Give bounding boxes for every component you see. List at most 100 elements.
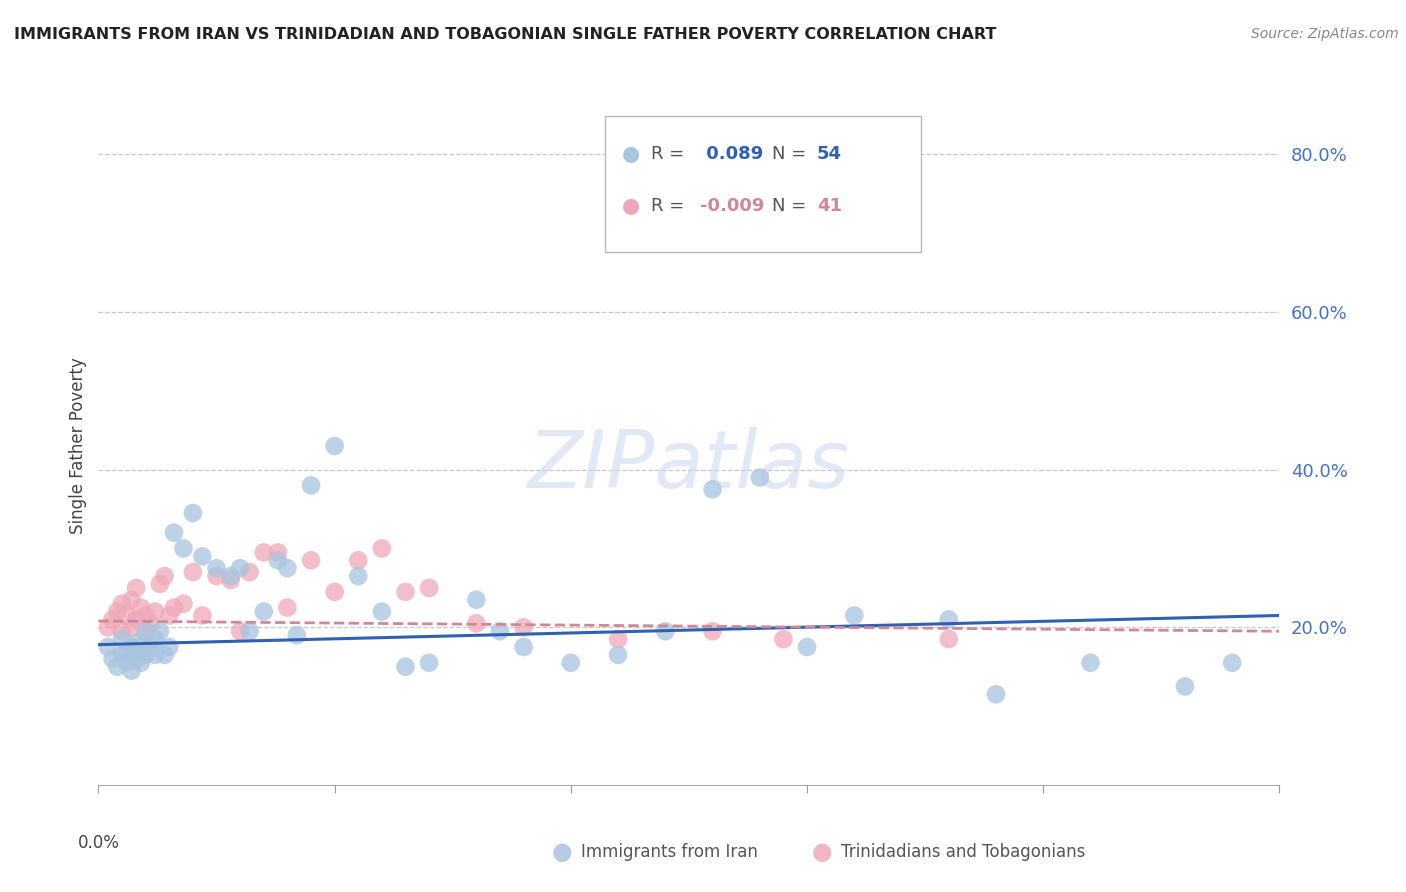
- Point: [191, 608, 214, 623]
- Text: 0.0%: 0.0%: [77, 834, 120, 852]
- Point: [299, 478, 322, 492]
- Text: ●: ●: [623, 196, 640, 216]
- Text: R =: R =: [651, 197, 690, 215]
- Point: [172, 541, 194, 556]
- Point: [105, 659, 128, 673]
- Point: [143, 648, 166, 662]
- Point: [371, 541, 394, 556]
- Point: [111, 648, 134, 662]
- Point: [149, 624, 172, 639]
- Text: R =: R =: [651, 145, 690, 162]
- Point: [984, 687, 1007, 701]
- Point: [267, 545, 290, 559]
- Point: [111, 624, 134, 639]
- Point: [285, 628, 308, 642]
- Point: [135, 624, 157, 639]
- Point: [253, 605, 276, 619]
- Point: [121, 664, 143, 678]
- Text: ZIPatlas: ZIPatlas: [527, 427, 851, 506]
- Point: [772, 632, 794, 647]
- Text: Trinidadians and Tobagonians: Trinidadians and Tobagonians: [841, 843, 1085, 861]
- Point: [149, 577, 172, 591]
- Point: [163, 600, 186, 615]
- Text: Immigrants from Iran: Immigrants from Iran: [581, 843, 758, 861]
- Point: [394, 659, 416, 673]
- Point: [125, 581, 148, 595]
- Text: 54: 54: [817, 145, 842, 162]
- Point: [172, 597, 194, 611]
- Point: [97, 620, 120, 634]
- Point: [229, 561, 252, 575]
- Text: N =: N =: [772, 197, 811, 215]
- Point: [219, 569, 242, 583]
- Point: [121, 640, 143, 654]
- Point: [111, 632, 134, 647]
- Point: [1080, 656, 1102, 670]
- Point: [1220, 656, 1243, 670]
- Text: 41: 41: [817, 197, 842, 215]
- Point: [702, 624, 724, 639]
- Point: [267, 553, 290, 567]
- Point: [135, 648, 157, 662]
- Point: [121, 620, 143, 634]
- Point: [702, 483, 724, 497]
- Point: [115, 644, 138, 658]
- Point: [153, 648, 176, 662]
- Point: [512, 640, 534, 654]
- Point: [101, 612, 124, 626]
- Point: [512, 620, 534, 634]
- Point: [181, 506, 204, 520]
- Point: [125, 612, 148, 626]
- Point: [560, 656, 582, 670]
- Point: [299, 553, 322, 567]
- Point: [465, 592, 488, 607]
- Point: [654, 624, 676, 639]
- Point: [157, 608, 180, 623]
- Point: [125, 652, 148, 666]
- Point: [181, 565, 204, 579]
- Point: [97, 640, 120, 654]
- Point: [844, 608, 866, 623]
- Point: [607, 632, 630, 647]
- Point: [115, 656, 138, 670]
- Point: [418, 581, 440, 595]
- Y-axis label: Single Father Poverty: Single Father Poverty: [69, 358, 87, 534]
- Text: -0.009: -0.009: [700, 197, 765, 215]
- Point: [129, 600, 152, 615]
- Point: [135, 624, 157, 639]
- Point: [205, 561, 228, 575]
- Point: [163, 525, 186, 540]
- Point: [239, 565, 262, 579]
- Text: ●: ●: [813, 840, 832, 863]
- Point: [143, 605, 166, 619]
- Point: [153, 569, 176, 583]
- Point: [143, 632, 166, 647]
- Text: ●: ●: [623, 144, 640, 163]
- Point: [101, 652, 124, 666]
- Point: [1174, 680, 1197, 694]
- Point: [129, 656, 152, 670]
- Point: [489, 624, 512, 639]
- Text: 0.089: 0.089: [700, 145, 763, 162]
- Point: [105, 605, 128, 619]
- Point: [465, 616, 488, 631]
- Point: [253, 545, 276, 559]
- Text: IMMIGRANTS FROM IRAN VS TRINIDADIAN AND TOBAGONIAN SINGLE FATHER POVERTY CORRELA: IMMIGRANTS FROM IRAN VS TRINIDADIAN AND …: [14, 27, 997, 42]
- Point: [938, 632, 960, 647]
- Point: [139, 640, 162, 654]
- Point: [115, 608, 138, 623]
- Point: [205, 569, 228, 583]
- Point: [748, 470, 770, 484]
- Point: [276, 600, 298, 615]
- Point: [135, 608, 157, 623]
- Point: [191, 549, 214, 564]
- Point: [139, 616, 162, 631]
- Point: [323, 584, 346, 599]
- Point: [347, 569, 370, 583]
- Point: [394, 584, 416, 599]
- Point: [371, 605, 394, 619]
- Point: [111, 597, 134, 611]
- Text: N =: N =: [772, 145, 811, 162]
- Point: [121, 592, 143, 607]
- Point: [418, 656, 440, 670]
